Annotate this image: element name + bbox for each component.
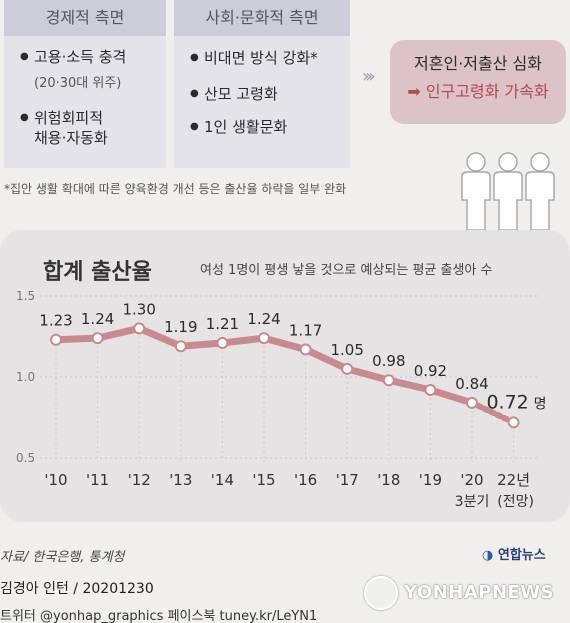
social-panel-title: 사회·문화적 측면 — [174, 0, 350, 36]
chart-card — [0, 230, 570, 522]
x-tick-label: '13 — [169, 471, 192, 489]
x-tick-label: '18 — [377, 471, 400, 489]
data-point — [341, 362, 354, 375]
person-icon — [493, 152, 523, 230]
data-point — [133, 322, 146, 335]
economic-item-2: 위험회피적 채용·자동화 — [20, 108, 108, 148]
watermark-text: YONHAPNEWS — [404, 582, 555, 603]
data-label: 1.23 — [39, 312, 72, 330]
line-chart: 1.5 1.0 0.5 1.23 1.24 1.30 1.19 1.21 1.24 1.17 1.0… — [16, 289, 547, 510]
result-box: 저혼인·저출산 심화 ➡ 인구고령화 가속화 — [390, 40, 566, 124]
data-point — [507, 416, 520, 429]
data-point — [216, 336, 229, 349]
x-tick-label: '16 — [294, 471, 317, 489]
x-tick-label: 22년 — [497, 471, 530, 489]
x-tick-label: '15 — [252, 471, 275, 489]
data-label: 0.72 — [486, 391, 528, 413]
data-point — [50, 333, 62, 346]
data-label: 1.21 — [206, 315, 239, 333]
data-point — [258, 332, 270, 345]
chevron-right-icon: ››› — [362, 66, 375, 87]
data-point — [382, 374, 395, 387]
social-links: 트위터 @yonhap_graphics 페이스북 tuney.kr/LeYN1 — [0, 609, 318, 623]
social-item-1: 비대면 방식 강화* — [190, 48, 318, 68]
x-tick-label: '12 — [128, 471, 151, 489]
logo-text: 연합뉴스 — [497, 548, 546, 563]
result-line-1: 저혼인·저출산 심화 — [414, 54, 542, 73]
social-panel: 사회·문화적 측면 비대면 방식 강화* 산모 고령화 1인 생활문화 — [174, 0, 350, 168]
globe-icon: ◑ — [482, 548, 494, 563]
economic-item-2-line2: 채용·자동화 — [34, 129, 108, 147]
data-label: 0.98 — [372, 352, 405, 370]
data-label: 1.19 — [164, 318, 197, 336]
footnote: *집안 생활 확대에 따른 양육환경 개선 등은 출산율 하락을 일부 완화 — [4, 182, 347, 196]
result-line-2: ➡ 인구고령화 가속화 — [407, 82, 549, 101]
person-icon — [525, 152, 555, 230]
people-icon — [461, 152, 555, 230]
x-tick-label: '17 — [336, 471, 359, 489]
watermark-logo-icon — [364, 576, 398, 610]
data-point — [174, 340, 187, 353]
data-label: 1.05 — [330, 341, 363, 359]
x-tick-sublabel: 3분기 — [455, 494, 490, 510]
y-tick-label: 1.5 — [16, 289, 35, 303]
x-tick-sublabel: (전망) — [497, 494, 534, 510]
economic-item-2-line1: 위험회피적 — [34, 109, 104, 127]
economic-panel-title: 경제적 측면 — [4, 0, 166, 36]
person-icon — [461, 152, 491, 230]
credit-text: 김경아 인턴 / 20201230 — [0, 581, 154, 597]
data-point — [91, 332, 104, 345]
x-tick-label: '11 — [86, 471, 109, 489]
data-point — [424, 383, 437, 396]
chart-subtitle: 여성 1명이 평생 낳을 것으로 예상되는 평균 출생아 수 — [200, 263, 493, 278]
social-item-3: 1인 생활문화 — [190, 117, 287, 137]
x-tick-label: '19 — [419, 471, 442, 489]
projected-line — [469, 399, 517, 426]
chart-title: 합계 출산율 — [43, 260, 152, 285]
data-label: 1.24 — [81, 310, 114, 328]
x-tick-label: '14 — [211, 471, 234, 489]
data-label: 0.92 — [414, 362, 447, 380]
x-tick-label: '10 — [44, 471, 67, 489]
source-text: 자료/ 한국은행, 통계청 — [0, 550, 125, 565]
data-label: 1.17 — [289, 321, 322, 339]
unit-label: 명 — [534, 396, 547, 412]
data-label: 0.84 — [455, 375, 488, 393]
y-tick-label: 0.5 — [16, 451, 35, 465]
data-point — [466, 396, 478, 409]
yonhap-logo: ◑ 연합뉴스 — [482, 544, 546, 563]
social-item-2: 산모 고령화 — [190, 84, 278, 104]
x-tick-label: '20 — [460, 471, 483, 489]
economic-item-1: 고용·소득 충격 — [20, 47, 126, 67]
data-point — [299, 343, 312, 356]
economic-item-1-sub: (20·30대 위주) — [34, 76, 122, 91]
y-tick-label: 1.0 — [16, 370, 35, 384]
watermark: YONHAPNEWS — [370, 582, 554, 603]
economic-panel: 경제적 측면 고용·소득 충격 (20·30대 위주) 위험회피적 채용·자동화 — [4, 0, 166, 168]
data-label: 1.24 — [247, 310, 280, 328]
data-label: 1.30 — [122, 300, 155, 318]
